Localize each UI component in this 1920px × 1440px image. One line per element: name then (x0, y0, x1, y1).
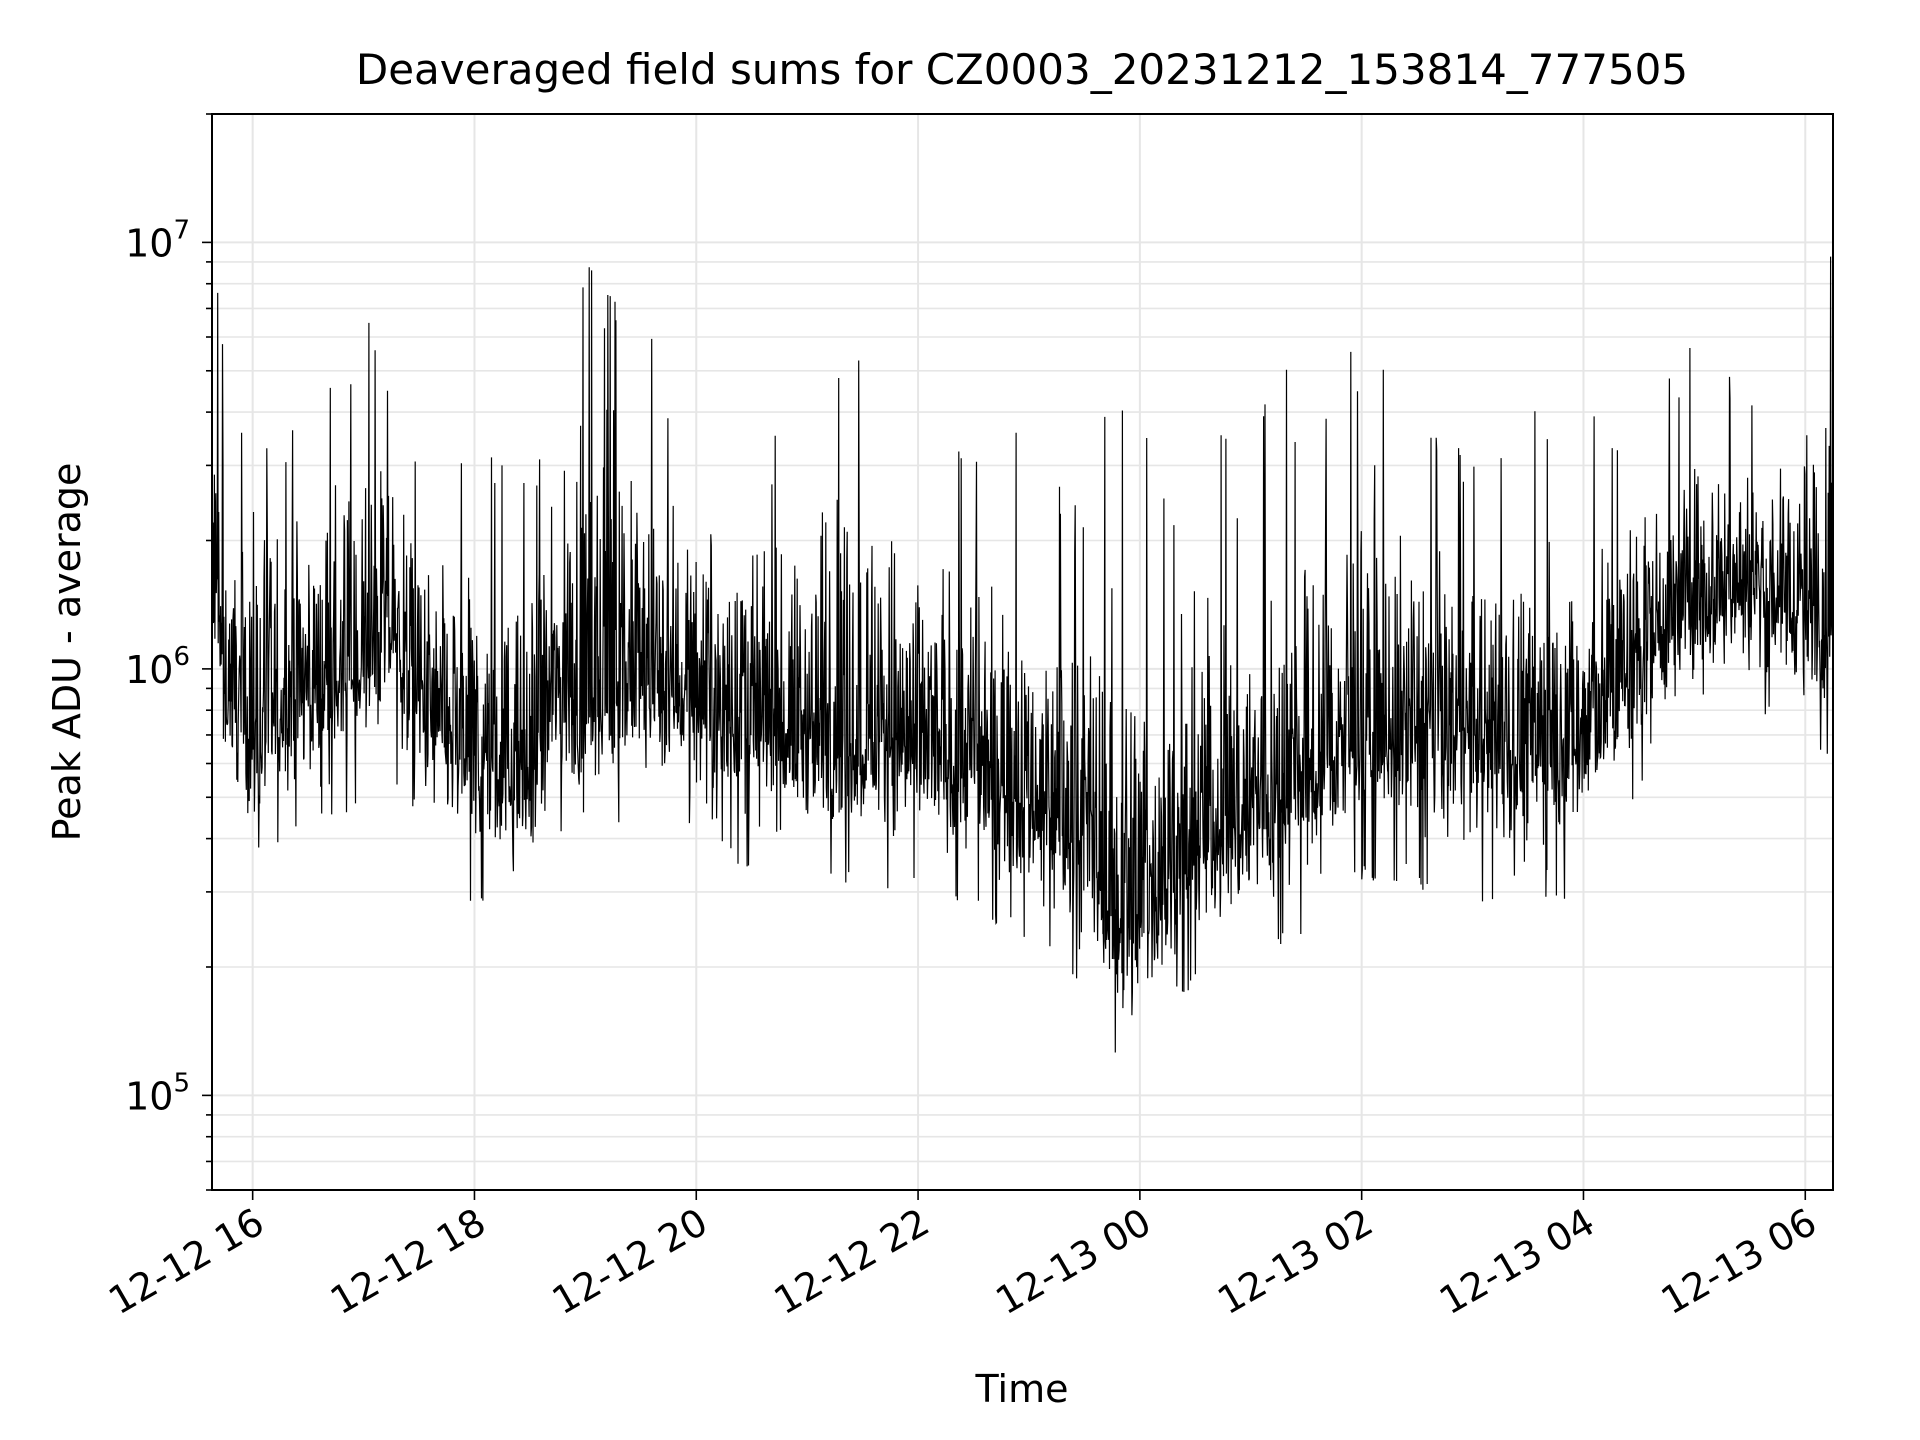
y-axis-label: Peak ADU - average (45, 463, 89, 842)
y-tick-label: 106 (125, 642, 190, 692)
y-tick-label: 107 (125, 215, 190, 265)
chart-title: Deaveraged field sums for CZ0003_2023121… (356, 45, 1688, 94)
data-series (211, 256, 1834, 1053)
series-line (211, 256, 1834, 1053)
plot-frame (211, 113, 1834, 1191)
y-tick-label: 105 (125, 1068, 190, 1118)
x-axis-label: Time (975, 1367, 1069, 1411)
